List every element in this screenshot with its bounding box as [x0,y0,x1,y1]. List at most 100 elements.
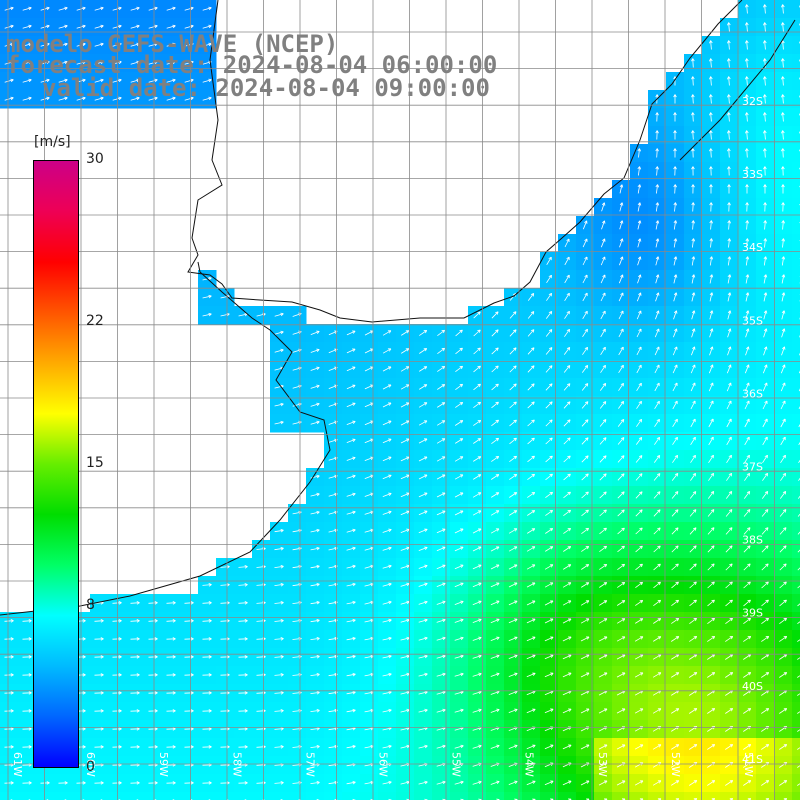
wind-speed-cell [792,342,800,361]
wind-arrow [509,347,517,355]
colorbar-unit: [m/s] [34,134,71,150]
wind-arrow [655,274,660,284]
wind-arrow [436,492,446,498]
wind-arrow [22,96,32,101]
wind-speed-cell [18,792,37,800]
wind-arrow [148,6,158,11]
wind-arrow [689,545,697,553]
wind-arrow [202,312,212,317]
wind-arrow [617,563,625,571]
wind-arrow [689,491,697,499]
wind-arrow [490,618,500,624]
wind-arrow [400,582,410,587]
wind-arrow [4,637,14,641]
wind-speed-cell [792,306,800,325]
wind-arrow [40,96,50,101]
wind-speed-cell [792,594,800,613]
wind-arrow [509,365,517,373]
wind-arrow [780,364,786,374]
wind-speed-cell [342,792,361,800]
wind-arrow [454,510,464,516]
wind-arrow [418,582,428,587]
wind-arrow [148,42,158,47]
wind-arrow [797,639,800,642]
wind-arrow [509,474,518,480]
wind-arrow [616,636,626,642]
wind-arrow [691,130,695,140]
wind-arrow [382,564,392,569]
wind-arrow [708,418,714,428]
wind-speed-cell [792,738,800,757]
wind-arrow [582,310,588,320]
wind-arrow [545,528,554,534]
wind-arrow [653,581,661,589]
wind-arrow [454,438,464,444]
wind-arrow [762,454,768,464]
wind-speed-cell [450,792,469,800]
wind-arrow [546,292,552,301]
wind-arrow [400,348,410,354]
wind-arrow [473,347,481,355]
wind-arrow [635,563,643,571]
wind-arrow [599,545,607,553]
wind-arrow [527,492,536,498]
wind-arrow [581,546,590,552]
wind-speed-cell [792,486,800,505]
latitude-label: 32S [742,95,763,108]
wind-arrow [564,328,570,337]
wind-arrow [382,582,392,587]
wind-speed-cell [198,792,217,800]
wind-arrow [600,346,606,356]
wind-arrow [708,382,714,392]
wind-arrow [509,383,517,391]
wind-arrow [112,637,122,641]
wind-arrow [310,420,320,425]
wind-arrow [654,418,660,427]
wind-speed-cell [90,792,109,800]
wind-arrow [94,42,104,47]
wind-arrow [562,618,572,624]
wind-arrow [418,420,428,426]
colorbar-tick-label: 30 [86,151,104,167]
wind-arrow [709,238,713,248]
wind-arrow [780,472,786,481]
wind-arrow [22,655,32,659]
wind-arrow [745,256,750,266]
wind-arrow [781,4,785,14]
wind-arrow [400,438,410,444]
wind-arrow [400,636,410,641]
wind-arrow [436,402,446,408]
wind-arrow [598,636,608,642]
wind-arrow [563,455,571,463]
wind-arrow [655,184,660,194]
wind-arrow [473,329,481,337]
wind-arrow [689,581,697,589]
wind-arrow [382,384,392,390]
wind-arrow [636,418,642,427]
wind-arrow [545,311,553,319]
wind-arrow [472,600,482,606]
wind-arrow [346,636,356,641]
wind-arrow [745,238,749,248]
wind-arrow [130,78,140,83]
wind-arrow [781,112,785,122]
wind-arrow [727,40,731,50]
wind-arrow [310,582,320,587]
wind-arrow [472,528,482,534]
wind-arrow [526,564,536,570]
wind-arrow [672,418,678,428]
wind-arrow [635,455,643,463]
wind-arrow [418,438,428,444]
wind-speed-cell [0,792,19,800]
wind-speed-cell [144,792,163,800]
wind-arrow [727,166,731,176]
wind-arrow [600,274,606,284]
wind-arrow [508,636,518,642]
longitude-label: 59W [157,752,170,777]
wind-arrow [166,78,176,83]
wind-arrow [671,563,679,571]
wind-arrow [635,581,643,589]
wind-arrow [763,328,768,338]
wind-arrow [635,527,643,535]
